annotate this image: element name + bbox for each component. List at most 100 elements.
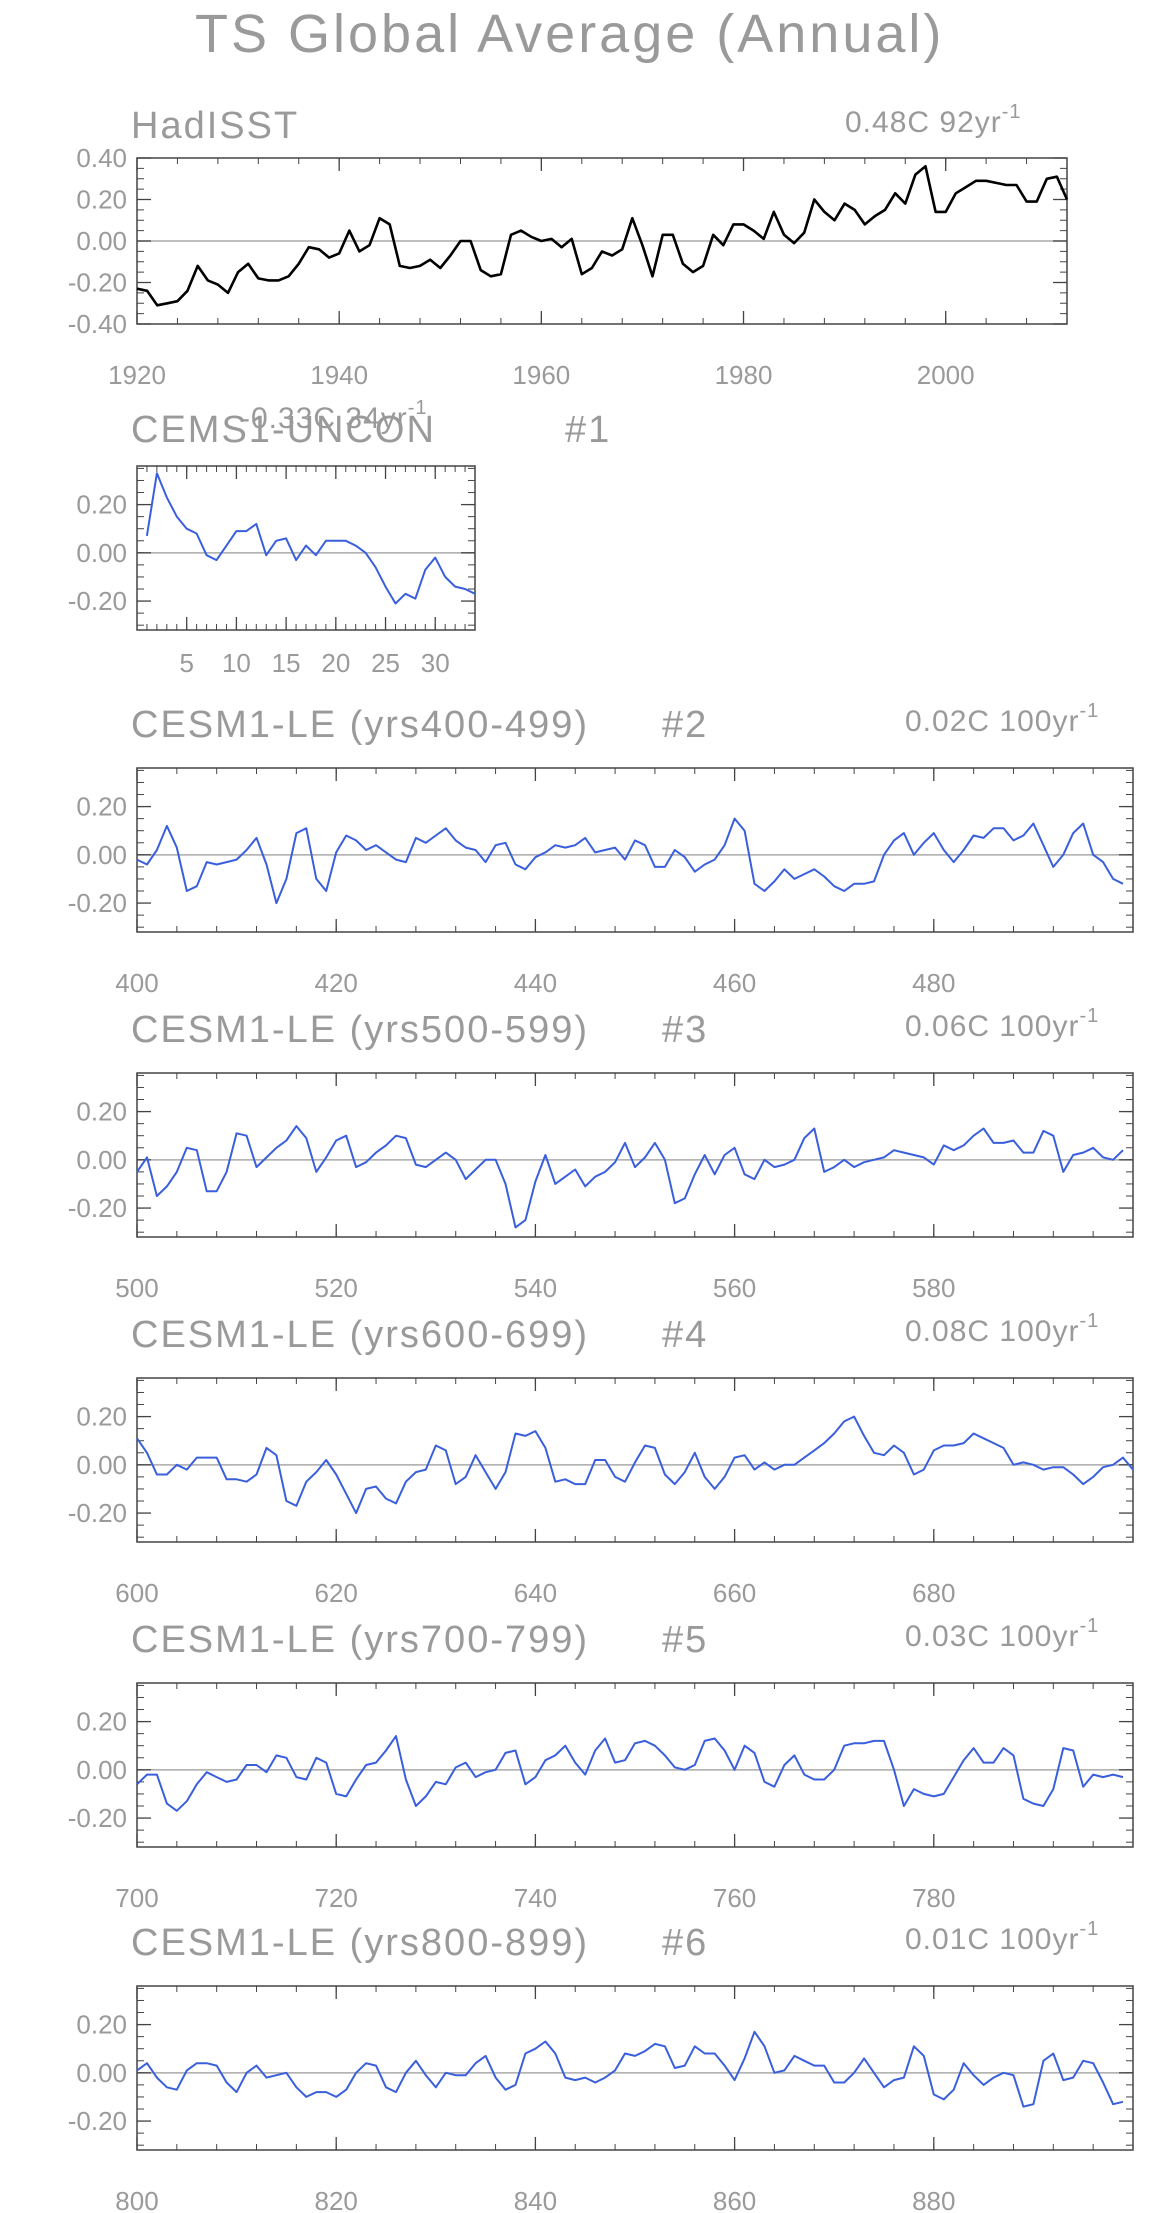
chart-panel-2: CEMS1-UNCON #1 -0.33C 34yr-1 -0.20 0.00 0.20 5… [68,397,611,678]
plot-frame [136,1377,1134,1543]
chart-panel-3: CESM1-LE (yrs400-499) #2 0.02C 100yr-1 -0.2… [68,700,1134,998]
trend-exponent: -1 [1079,1615,1099,1637]
x-tick-label: 500 [115,1273,158,1303]
x-tick-label: 820 [315,2186,358,2213]
x-tick-label: 800 [115,2186,158,2213]
y-tick-label: -0.20 [68,268,127,298]
x-tick-label: 480 [912,968,955,998]
panel-title: CESM1-LE (yrs700-799) [131,1619,589,1661]
y-tick-label: -0.20 [68,586,127,616]
panel-title: CEMS1-UNCON [131,409,436,451]
y-tick-label: 0.00 [76,1450,127,1480]
x-tick-label: 440 [514,968,557,998]
x-tick-label: 860 [713,2186,756,2213]
panels-container: HadISST 0.48C 92yr-1-0.40-0.200.000.200.4… [68,101,1134,2213]
trend-value: 0.01C 100yr [905,1923,1079,1956]
y-tick-label: -0.40 [68,309,127,339]
panel-title: CESM1-LE (yrs400-499) [131,704,589,746]
y-tick-label: -0.20 [68,888,127,918]
x-tick-label: 1920 [108,360,166,390]
trend-exponent: -1 [1079,1918,1099,1940]
trend-value: 0.48C 92yr [845,106,1002,139]
member-label: #3 [662,1009,708,1051]
member-label: #1 [565,409,611,451]
y-tick-label: 0.00 [76,1755,127,1785]
x-tick-label: 2000 [917,360,975,390]
x-tick-label: 580 [912,1273,955,1303]
trend-value: 0.03C 100yr [905,1620,1079,1653]
y-tick-label: 0.00 [76,2058,127,2088]
y-tick-label: -0.20 [68,1803,127,1833]
member-label: #2 [662,704,708,746]
figure-title: TS Global Average (Annual) [195,4,944,64]
x-tick-label: 460 [713,968,756,998]
x-tick-label: 420 [315,968,358,998]
x-tick-label: 30 [421,648,450,678]
x-tick-label: 25 [371,648,400,678]
series-line [136,817,1124,905]
trend-label: 0.01C 100yr-1 [905,1918,1099,1956]
chart-panel-1: HadISST 0.48C 92yr-1 -0.40 -0.20 0.00 0.20 0.4… [68,101,1069,390]
plot-frame [136,767,1134,933]
y-tick-label: 0.20 [76,185,127,215]
y-tick-label: 0.20 [76,792,127,822]
trend-exponent: -1 [1079,700,1099,722]
x-tick-label: 840 [514,2186,557,2213]
trend-label: -0.33C 34yr-1 [240,397,428,435]
x-tick-label: 540 [514,1273,557,1303]
plot-frame [136,1985,1134,2151]
series-line [136,1415,1134,1515]
member-label: #4 [662,1314,708,1356]
x-tick-label: 600 [115,1578,158,1608]
x-tick-label: 10 [222,648,251,678]
y-tick-label: 0.00 [76,840,127,870]
y-tick-label: -0.20 [68,2106,127,2136]
x-tick-label: 640 [514,1578,557,1608]
x-tick-label: 1960 [512,360,570,390]
panel-title: HadISST [131,105,299,147]
x-tick-label: 15 [272,648,301,678]
x-tick-label: 660 [713,1578,756,1608]
chart-panel-4: CESM1-LE (yrs500-599) #3 0.06C 100yr-1 -0.2… [68,1005,1134,1303]
trend-exponent: -1 [408,397,428,419]
x-tick-label: 1980 [715,360,773,390]
trend-label: 0.08C 100yr-1 [905,1310,1099,1348]
x-tick-label: 880 [912,2186,955,2213]
x-tick-label: 400 [115,968,158,998]
trend-label: 0.48C 92yr-1 [845,101,1022,139]
plot-frame [136,1682,1134,1848]
chart-panel-5: CESM1-LE (yrs600-699) #4 0.08C 100yr-1 -0.2… [68,1310,1134,1608]
trend-value: 0.06C 100yr [905,1010,1079,1043]
y-tick-label: 0.00 [76,538,127,568]
x-tick-label: 740 [514,1883,557,1913]
y-tick-label: 0.20 [76,1402,127,1432]
y-tick-label: 0.40 [76,143,127,173]
y-tick-label: -0.20 [68,1498,127,1528]
y-tick-label: 0.00 [76,226,127,256]
trend-exponent: -1 [1079,1005,1099,1027]
panel-title: CESM1-LE (yrs500-599) [131,1009,589,1051]
chart-panel-7: CESM1-LE (yrs800-899) #6 0.01C 100yr-1 -0.2… [68,1918,1134,2213]
x-tick-label: 1940 [310,360,368,390]
x-tick-label: 700 [115,1883,158,1913]
member-label: #6 [662,1922,708,1964]
y-tick-label: 0.20 [76,1097,127,1127]
x-tick-label: 620 [315,1578,358,1608]
y-tick-label: 0.20 [76,2010,127,2040]
trend-exponent: -1 [1079,1310,1099,1332]
x-tick-label: 680 [912,1578,955,1608]
plot-frame [136,1072,1134,1238]
series-line [136,2030,1124,2108]
trend-value: 0.02C 100yr [905,705,1079,738]
x-tick-label: 5 [179,648,193,678]
series-line [136,1125,1124,1229]
x-tick-label: 780 [912,1883,955,1913]
y-tick-label: 0.20 [76,1707,127,1737]
y-tick-label: -0.20 [68,1193,127,1223]
y-tick-label: 0.20 [76,490,127,520]
series-line [136,165,1069,307]
trend-value: -0.33C 34yr [240,402,408,435]
trend-label: 0.06C 100yr-1 [905,1005,1099,1043]
y-tick-label: 0.00 [76,1145,127,1175]
chart-panel-6: CESM1-LE (yrs700-799) #5 0.03C 100yr-1 -0.2… [68,1615,1134,1913]
